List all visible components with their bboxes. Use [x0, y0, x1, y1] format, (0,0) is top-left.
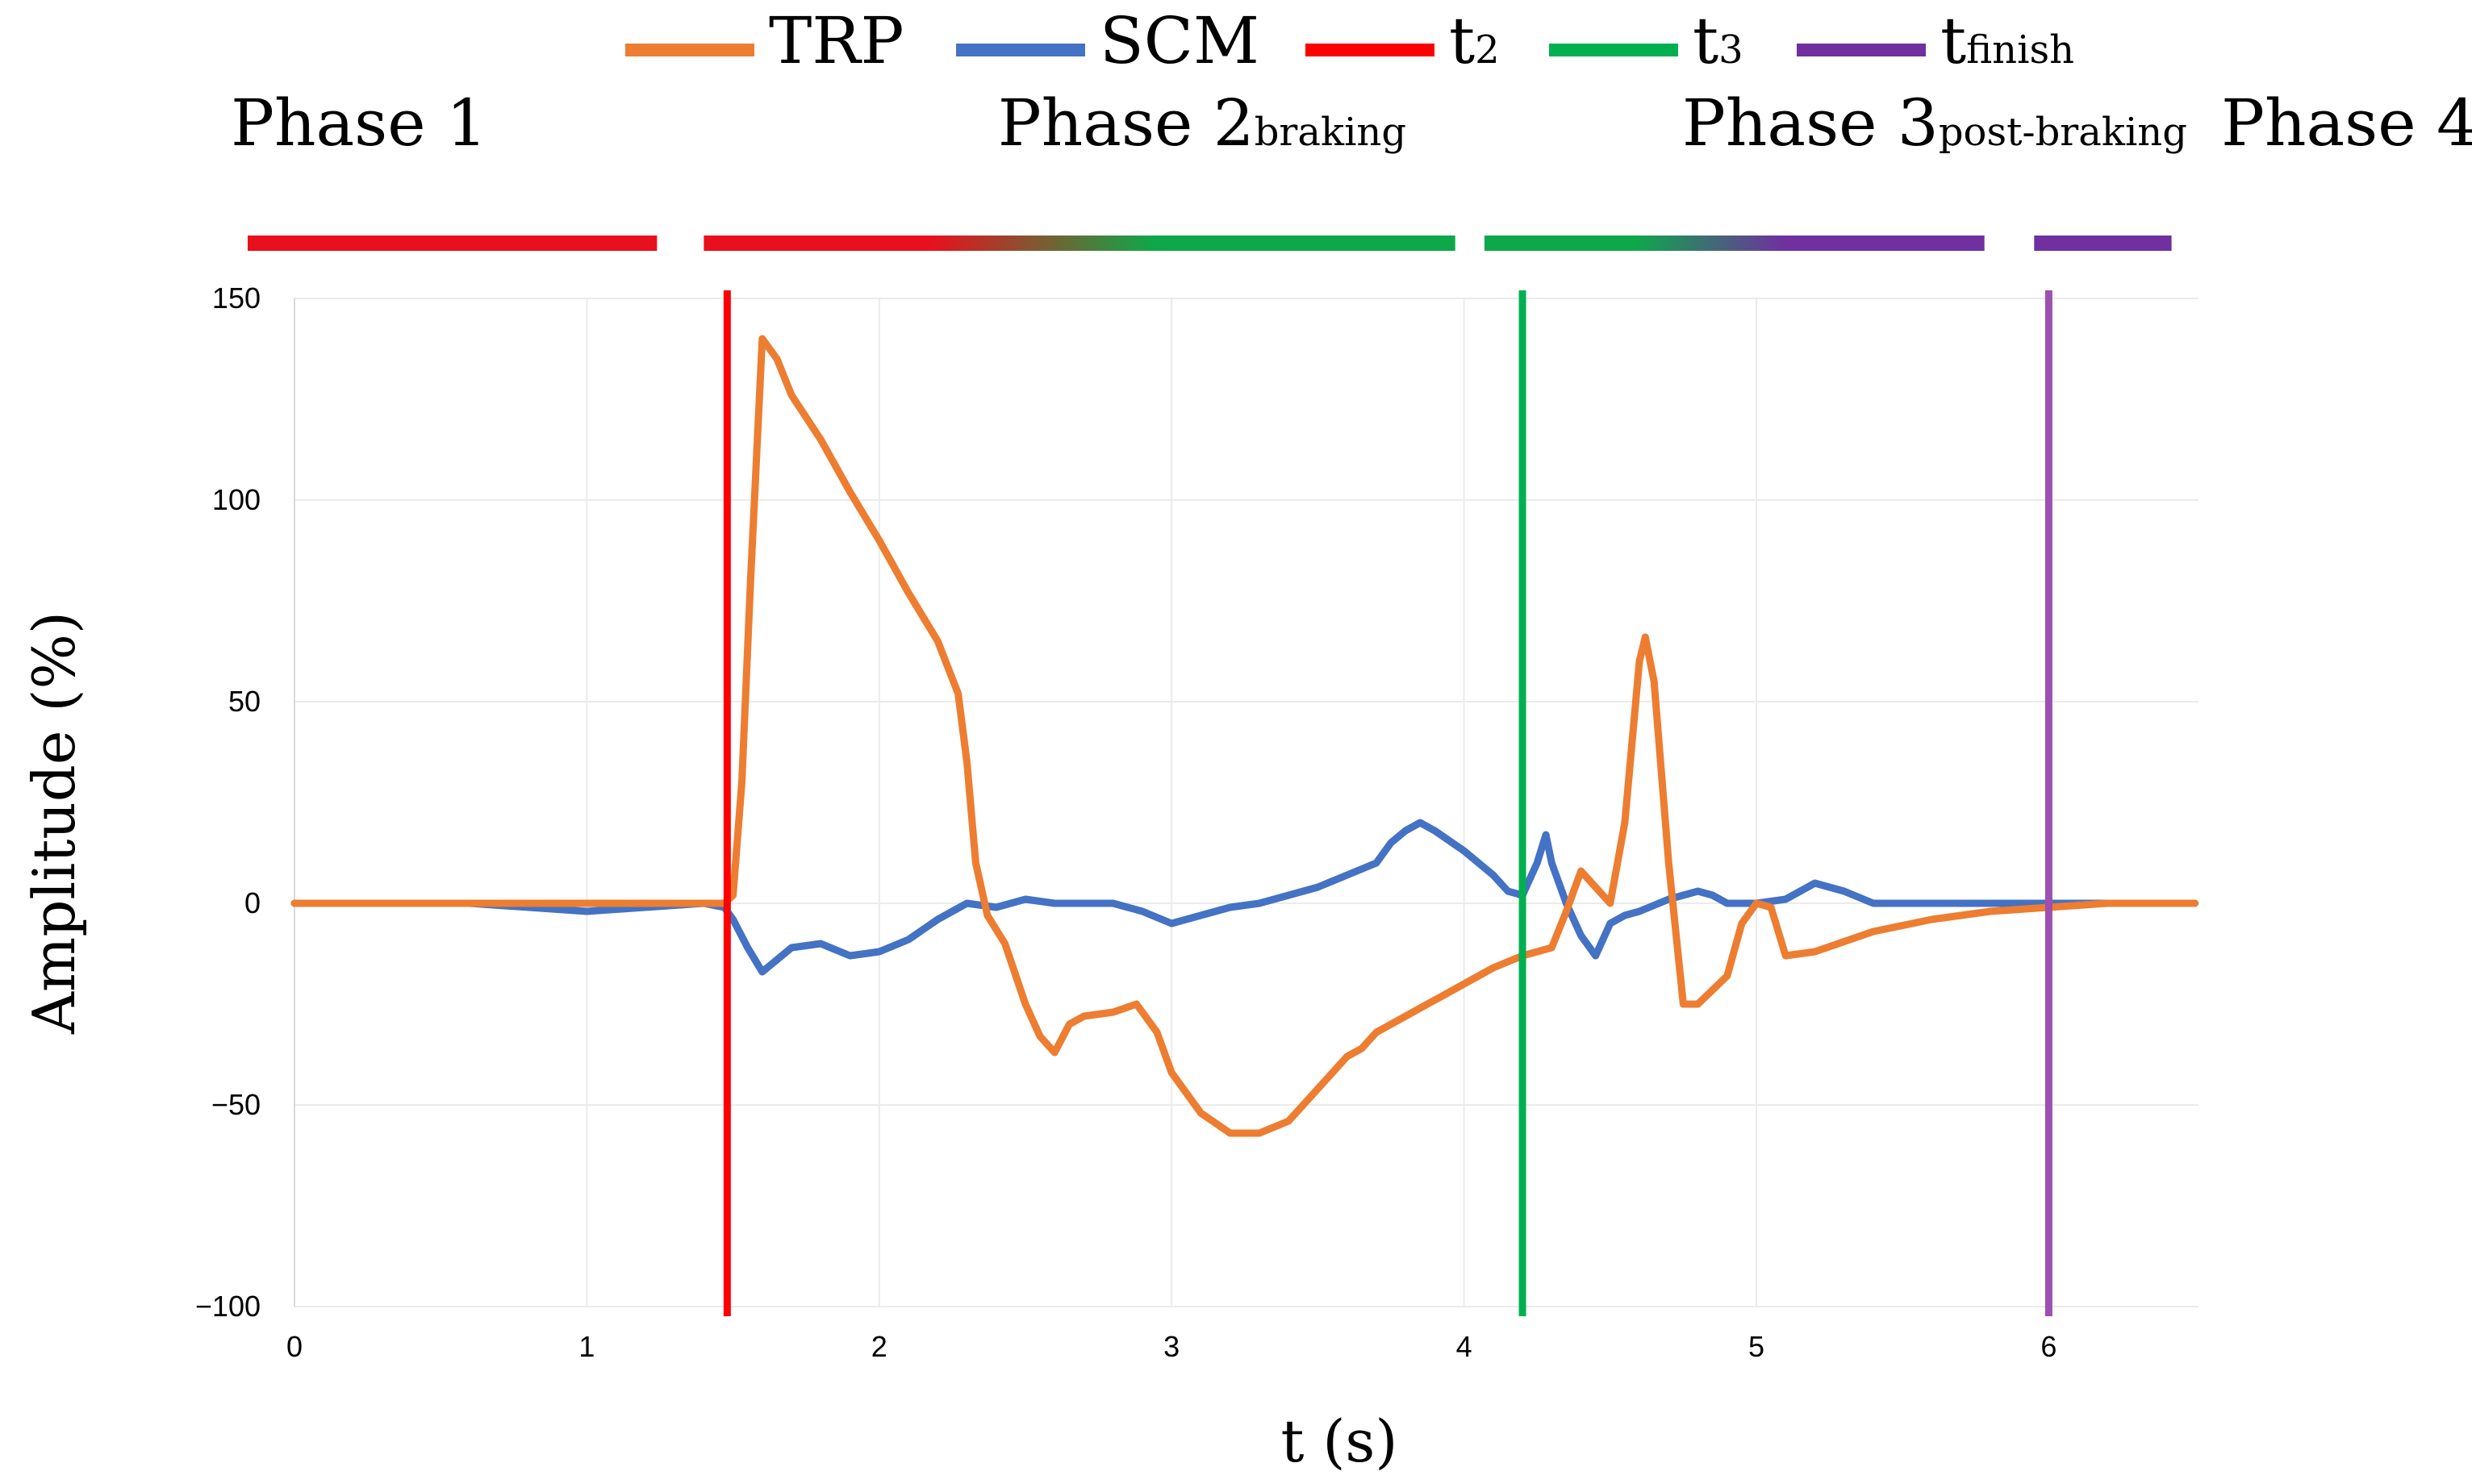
legend-label-scm-base: SCM: [1100, 3, 1259, 78]
y-tick-label: −100: [195, 1290, 261, 1323]
phase-label-3: Phase 3post-braking: [1682, 85, 2187, 160]
series-line-scm: [290, 819, 2199, 976]
x-tick-label: 3: [1163, 1330, 1180, 1363]
phase-label-2-subscript: braking: [1255, 110, 1406, 155]
phase-label-2: Phase 2braking: [998, 85, 1406, 160]
phase-label-2-base: Phase 2: [998, 85, 1255, 160]
legend-label-t2-subscript: 2: [1475, 27, 1500, 73]
series-line-trp: [290, 335, 2199, 1137]
x-tick-label: 1: [578, 1330, 595, 1363]
y-tick-label: 0: [244, 886, 261, 919]
phase-bar-2: [704, 236, 1455, 251]
phase-label-3-base: Phase 3: [1682, 85, 1939, 160]
x-tick-label: 6: [2040, 1330, 2057, 1363]
legend-label-trp: TRP: [769, 3, 904, 78]
x-tick-label: 2: [871, 1330, 887, 1363]
y-tick-label: 50: [228, 685, 261, 718]
legend-label-t3: t3: [1693, 3, 1743, 78]
legend-swatch-tfinish: [1797, 44, 1926, 56]
legend-swatch-t2: [1305, 44, 1434, 56]
legend-label-scm: SCM: [1100, 3, 1259, 78]
y-tick-label: 150: [212, 281, 261, 315]
phase-label-3-subscript: post-braking: [1939, 110, 2187, 155]
legend: TRP SCM t2 t3 tfinish: [625, 3, 2074, 78]
legend-label-trp-base: TRP: [769, 3, 904, 78]
legend-label-t2-base: t: [1449, 3, 1475, 78]
legend-swatch-scm: [956, 44, 1085, 56]
phase-label-1: Phase 1: [231, 85, 487, 160]
y-tick-labels: 150 100 50 0 −50 −100: [195, 281, 261, 1323]
x-tick-label: 5: [1748, 1330, 1764, 1363]
phase-bar-3: [1484, 236, 1985, 251]
x-tick-label: 4: [1456, 1330, 1472, 1363]
legend-label-tfinish-base: t: [1940, 3, 1966, 78]
legend-label-t3-subscript: 3: [1718, 27, 1743, 73]
y-axis-label: Amplitude (%): [20, 611, 88, 1035]
x-axis-label: t (s): [1281, 1407, 1398, 1475]
legend-label-t3-base: t: [1693, 3, 1718, 78]
phase-label-4: Phase 4: [2221, 85, 2472, 160]
phase-label-1-base: Phase 1: [231, 85, 487, 160]
event-lines: [723, 290, 2052, 1316]
legend-label-tfinish: tfinish: [1940, 3, 2074, 78]
legend-swatch-trp: [625, 44, 754, 56]
legend-label-t2: t2: [1449, 3, 1500, 78]
phase-bar-4: [2034, 236, 2172, 251]
y-tick-label: 100: [212, 483, 261, 516]
phase-bar-1: [248, 236, 658, 251]
x-tick-labels: 0 1 2 3 4 5 6: [286, 1330, 2057, 1363]
legend-swatch-t3: [1549, 44, 1678, 56]
x-tick-label: 0: [286, 1330, 303, 1363]
data-series: [290, 335, 2199, 1137]
legend-label-tfinish-subscript: finish: [1966, 27, 2074, 73]
y-tick-label: −50: [211, 1088, 261, 1121]
phase-label-4-base: Phase 4: [2221, 85, 2472, 160]
phase-labels: Phase 1 Phase 2braking Phase 3post-braking…: [231, 85, 2472, 160]
phase-bars: [248, 236, 2172, 251]
